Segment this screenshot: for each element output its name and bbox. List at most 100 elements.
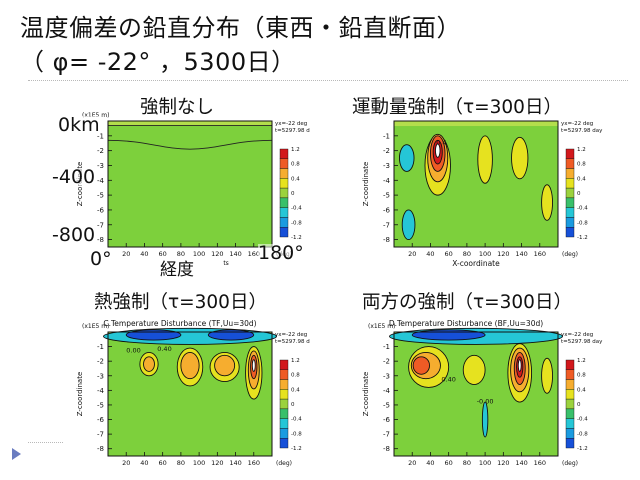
x-tick-label: 160 <box>248 250 260 258</box>
colorbar-swatch <box>279 197 289 208</box>
y-tick-label: -7 <box>97 431 104 439</box>
y-tick-label: -4 <box>383 177 391 185</box>
contour-blob <box>401 209 416 241</box>
x-tick-label: 100 <box>193 459 205 467</box>
x-tick-label: 100 <box>193 250 205 258</box>
y-tick-label: -8 <box>97 236 104 244</box>
contour-label: -0.00 <box>477 397 494 405</box>
contour-blob <box>412 356 430 375</box>
colorbar-swatch <box>279 438 289 449</box>
contour-blob <box>251 359 256 372</box>
y-tick-label: -1 <box>383 343 390 351</box>
y-scale-label: (x1E5 m) <box>82 323 109 330</box>
x-tick-label: 120 <box>497 459 509 467</box>
contour-blob <box>541 184 553 221</box>
slide-title-line1: 温度偏差の鉛直分布（東西・鉛直断面） <box>20 14 461 42</box>
y-tick-label: -6 <box>97 416 105 424</box>
colorbar-swatch <box>565 217 575 228</box>
footer-separator <box>28 442 63 443</box>
y-axis-title: Z-coordinate <box>362 372 370 417</box>
colorbar-swatch <box>279 408 289 419</box>
colorbar-swatch <box>279 359 289 370</box>
x-tick-label: 80 <box>463 459 471 467</box>
x-tick-label: 160 <box>534 459 546 467</box>
overlay-lon-right-label: 180° <box>258 242 304 264</box>
colorbar-swatch <box>565 418 575 429</box>
colorbar-swatch <box>565 379 575 390</box>
colorbar-label: 0.8 <box>291 162 300 168</box>
colorbar-label: 0.8 <box>291 373 300 379</box>
colorbar-swatch <box>565 197 575 208</box>
plot-frame <box>107 331 273 457</box>
colorbar-label: -0.8 <box>577 431 588 437</box>
x-tick-label: 100 <box>479 459 491 467</box>
x-tick-label: 20 <box>408 250 416 258</box>
y-tick-label: -8 <box>97 445 104 453</box>
colorbar-label: -0.8 <box>577 220 588 226</box>
y-tick-label: -2 <box>383 147 390 155</box>
overlay-lon-left-label: 0° <box>90 248 112 270</box>
colorbar-label: -0.4 <box>577 206 588 212</box>
colorbar-label: 0 <box>577 191 581 197</box>
colorbar-swatch <box>565 398 575 410</box>
contour-label: 0.4 <box>436 139 446 147</box>
contour-blob <box>214 354 236 377</box>
colorbar-swatch <box>279 369 289 380</box>
y-tick-label: -7 <box>383 221 390 229</box>
colorbar-swatch <box>565 168 575 179</box>
colorbar-swatch <box>565 207 575 218</box>
colorbar-swatch <box>565 369 575 380</box>
contour-blob <box>462 354 486 385</box>
colorbar-swatch <box>279 398 289 410</box>
slide-bullet-icon <box>12 448 21 460</box>
colorbar-label: 0 <box>291 191 295 197</box>
y-tick-label: -2 <box>97 358 104 366</box>
colorbar-swatch <box>565 428 575 439</box>
colorbar-label: 1.2 <box>291 147 300 153</box>
plot-frame <box>107 120 273 248</box>
colorbar-label: 1.2 <box>577 358 586 364</box>
colorbar-swatch <box>565 187 575 199</box>
colorbar-label: 0 <box>577 402 581 408</box>
y-tick-label: -3 <box>383 372 390 380</box>
x-tick-label: 140 <box>515 459 527 467</box>
x-tick-label: 80 <box>177 459 185 467</box>
contour-blob <box>517 359 522 372</box>
x-tick-label: 40 <box>426 459 434 467</box>
x-tick-label: 20 <box>408 459 416 467</box>
contour-blob <box>207 329 255 341</box>
contour-line <box>107 139 273 150</box>
colorbar-label: 1.2 <box>577 147 586 153</box>
y-axis-title: Z-coordinate <box>76 372 84 417</box>
x-tick-label: 160 <box>534 250 546 258</box>
contour-label: 0.40 <box>441 376 455 384</box>
contour-blob <box>435 143 441 158</box>
surface-layer <box>394 121 558 127</box>
y-tick-label: -4 <box>97 177 105 185</box>
x-axis-subtitle: ts <box>223 260 228 267</box>
y-tick-label: -8 <box>383 236 390 244</box>
colorbar-label: -1.2 <box>291 235 302 241</box>
colorbar-swatch <box>565 227 575 238</box>
colorbar-label: 0 <box>291 402 295 408</box>
plot-area <box>108 121 272 247</box>
colorbar-label: 0.4 <box>577 176 586 182</box>
info-latitude: yx=-22 deg <box>275 332 307 338</box>
colorbar-swatch <box>279 148 289 159</box>
y-tick-label: -6 <box>383 206 391 214</box>
colorbar-label: -0.4 <box>577 417 588 423</box>
y-tick-label: -3 <box>383 162 390 170</box>
x-tick-label: 60 <box>445 250 453 258</box>
overlay-depth-top-label: 0km <box>58 114 100 136</box>
panel-d-title: 両方の強制（τ=300日） <box>362 292 572 313</box>
plot-frame <box>393 331 559 457</box>
colorbar-label: -0.8 <box>291 431 302 437</box>
x-tick-label: 40 <box>426 250 434 258</box>
colorbar-swatch <box>279 158 289 169</box>
contour-blob <box>477 135 493 184</box>
overlay-longitude-xlabel: 経度 <box>160 260 194 280</box>
x-tick-label: 40 <box>140 459 148 467</box>
colorbar-swatch <box>279 168 289 179</box>
overlay-depth-mid-label: -400 <box>52 166 96 188</box>
x-tick-label: 160 <box>248 459 260 467</box>
